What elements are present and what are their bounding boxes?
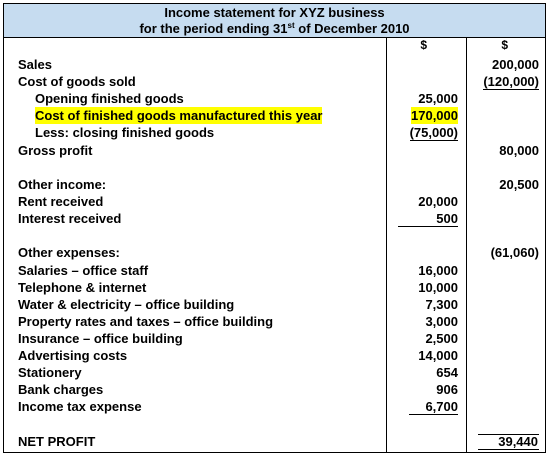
column-divider-left — [386, 38, 387, 452]
row-value: 500 — [398, 211, 458, 227]
row-value: 10,000 — [418, 280, 458, 295]
row-value: (120,000) — [483, 74, 539, 90]
row-cost-of-goods-sold: Cost of goods sold (120,000) — [4, 73, 545, 90]
row-gross-profit: Gross profit 80,000 — [4, 142, 545, 159]
row-value: 200,000 — [492, 57, 539, 72]
row-label: Income tax expense — [18, 399, 142, 414]
row-bank-charges: Bank charges 906 — [4, 381, 545, 398]
row-insurance: Insurance – office building 2,500 — [4, 330, 545, 347]
row-label: Stationery — [18, 365, 82, 380]
col2-currency: $ — [501, 38, 508, 52]
row-value: 20,000 — [418, 194, 458, 209]
row-label: Rent received — [18, 194, 104, 209]
row-advertising: Advertising costs 14,000 — [4, 347, 545, 364]
column-divider-right — [466, 38, 467, 452]
row-label: Telephone & internet — [18, 280, 147, 295]
period-text-end: of December 2010 — [294, 21, 410, 36]
statement-period: for the period ending 31st of December 2… — [4, 21, 545, 37]
row-value: 906 — [436, 382, 458, 397]
row-value: 654 — [436, 365, 458, 380]
row-telephone: Telephone & internet 10,000 — [4, 279, 545, 296]
row-label: Water & electricity – office building — [18, 297, 235, 312]
row-salaries: Salaries – office staff 16,000 — [4, 262, 545, 279]
row-value: 6,700 — [409, 399, 458, 415]
row-label: Interest received — [18, 211, 122, 226]
row-property-rates: Property rates and taxes – office buildi… — [4, 313, 545, 330]
row-value: (61,060) — [490, 245, 539, 260]
statement-title: Income statement for XYZ business — [164, 5, 385, 20]
row-label: Property rates and taxes – office buildi… — [18, 314, 274, 329]
row-label-highlighted: Cost of finished goods manufactured this… — [35, 107, 323, 124]
row-value: 25,000 — [418, 91, 458, 106]
row-water-electricity: Water & electricity – office building 7,… — [4, 296, 545, 313]
row-net-profit: NET PROFIT 39,440 — [4, 433, 545, 450]
row-label: Bank charges — [18, 382, 104, 397]
row-value: 80,000 — [499, 143, 539, 158]
row-value: 3,000 — [425, 314, 458, 329]
row-label: Insurance – office building — [18, 331, 183, 346]
period-ordinal: st — [287, 21, 295, 30]
statement-header: Income statement for XYZ business for th… — [4, 4, 545, 38]
row-value: 7,300 — [425, 297, 458, 312]
row-stationery: Stationery 654 — [4, 364, 545, 381]
row-other-expenses: Other expenses: (61,060) — [4, 244, 545, 261]
row-manufactured-goods: Cost of finished goods manufactured this… — [4, 107, 545, 124]
row-income-tax: Income tax expense 6,700 — [4, 398, 545, 415]
row-label: Advertising costs — [18, 348, 128, 363]
row-label: Opening finished goods — [35, 91, 184, 106]
row-label: NET PROFIT — [18, 434, 96, 449]
currency-header-row: $ $ — [4, 37, 545, 54]
col1-currency: $ — [420, 38, 427, 52]
row-label: Other expenses: — [18, 245, 120, 260]
row-label: Cost of goods sold — [18, 74, 136, 89]
row-other-income: Other income: 20,500 — [4, 176, 545, 193]
row-label: Less: closing finished goods — [35, 125, 215, 140]
row-sales: Sales 200,000 — [4, 56, 545, 73]
row-label: Gross profit — [18, 143, 93, 158]
row-label: Sales — [18, 57, 52, 72]
income-statement-table: Income statement for XYZ business for th… — [3, 3, 546, 453]
row-label: Salaries – office staff — [18, 263, 149, 278]
row-value-highlighted: 170,000 — [411, 107, 458, 124]
period-text: for the period ending 31 — [139, 21, 288, 36]
row-rent-received: Rent received 20,000 — [4, 193, 545, 210]
row-value: 20,500 — [499, 177, 539, 192]
row-interest-received: Interest received 500 — [4, 210, 545, 227]
row-label: Other income: — [18, 177, 107, 192]
row-value: 2,500 — [425, 331, 458, 346]
row-closing-finished-goods: Less: closing finished goods (75,000) — [4, 124, 545, 141]
row-value: (75,000) — [409, 125, 458, 141]
row-value: 14,000 — [418, 348, 458, 363]
row-value: 16,000 — [418, 263, 458, 278]
row-value: 39,440 — [478, 434, 539, 450]
row-opening-finished-goods: Opening finished goods 25,000 — [4, 90, 545, 107]
